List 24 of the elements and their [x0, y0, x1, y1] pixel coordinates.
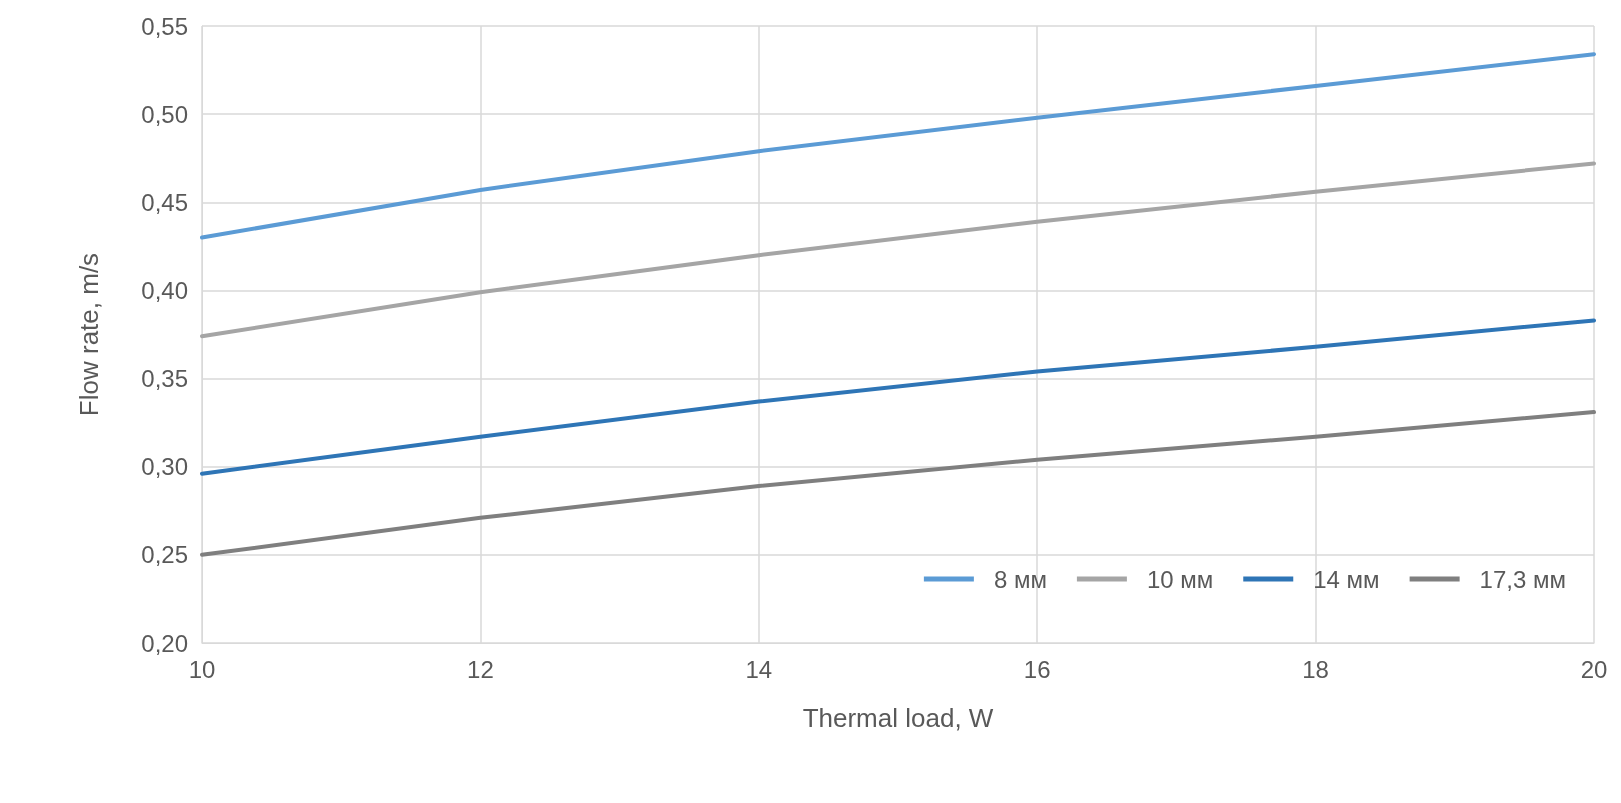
y-tick-label: 0,25	[141, 541, 188, 569]
y-tick-label: 0,40	[141, 276, 188, 304]
y-axis-title: Flow rate, m/s	[74, 252, 104, 417]
x-tick-label: 10	[188, 655, 216, 683]
x-axis-title: Thermal load, W	[802, 703, 994, 733]
y-tick-label: 0,20	[141, 629, 188, 657]
legend-label: 14 мм	[1313, 565, 1380, 593]
x-tick-label: 18	[1302, 655, 1329, 683]
line-series	[200, 318, 1596, 476]
y-tick-label: 0,45	[141, 188, 188, 216]
y-tick-label: 0,55	[141, 12, 188, 40]
line-series	[200, 52, 1596, 240]
line-series	[200, 161, 1596, 339]
legend-label: 8 мм	[993, 565, 1047, 593]
y-tick-label: 0,50	[141, 100, 188, 128]
y-tick-label: 0,30	[141, 453, 188, 481]
y-tick-label: 0,35	[141, 365, 188, 393]
legend-label: 17,3 мм	[1479, 565, 1567, 593]
x-tick-label: 12	[467, 655, 494, 683]
legend-label: 10 мм	[1146, 565, 1214, 593]
line-series	[200, 410, 1596, 557]
x-tick-label: 16	[1023, 655, 1051, 683]
x-tick-label: 14	[745, 655, 773, 683]
x-tick-label: 20	[1580, 655, 1608, 683]
